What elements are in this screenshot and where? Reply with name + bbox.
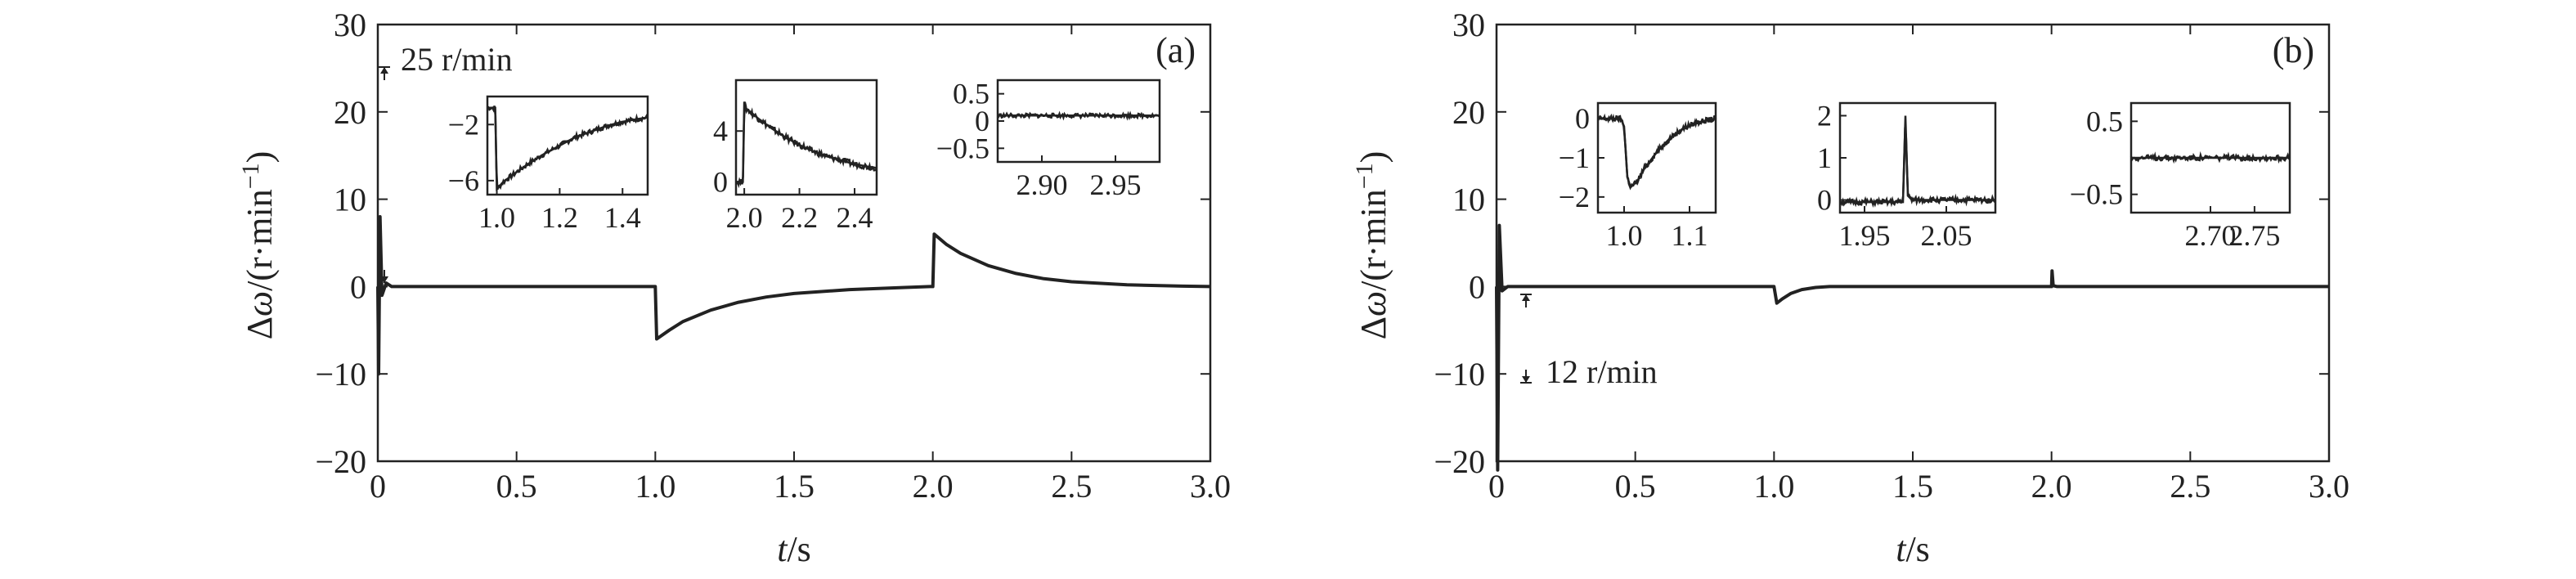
inset-series-outline <box>736 101 877 183</box>
inset-frame <box>996 79 1161 164</box>
x-tick-label: 2.0 <box>913 468 954 505</box>
x-tick-label: 2.5 <box>1051 468 1092 505</box>
annotation-text: 12 r/min <box>1546 353 1658 390</box>
inset-plot: 2.0 2.2 2.4 0 4 <box>713 79 878 234</box>
y-tick-label: 0 <box>350 268 366 305</box>
x-tick-label: 3.0 <box>2309 468 2349 505</box>
x-tick-label: 1.5 <box>1892 468 1933 505</box>
inset-y-tick-label: −1 <box>1559 141 1590 174</box>
inset-plot: 2.702.75 0.5 −0.5 <box>2070 101 2291 252</box>
annotation-arrowhead <box>380 67 388 74</box>
inset-x-tick-label: 2.4 <box>837 201 873 234</box>
y-tick-label: −20 <box>1434 443 1485 480</box>
series-line <box>376 215 1211 376</box>
inset-y-tick-label: 2 <box>1817 99 1832 132</box>
x-tick-label: 1.0 <box>635 468 675 505</box>
y-tick-label: 0 <box>1469 268 1485 305</box>
inset-series-outline <box>1598 117 1717 190</box>
x-tick-label: 1.0 <box>1753 468 1794 505</box>
inset-y-tick-label: 0.5 <box>2086 105 2123 137</box>
inset-x-tick-label: 2.2 <box>781 201 818 234</box>
y-axis-label: Δω/(r·min−1) <box>1351 151 1393 340</box>
panel-label: (a) <box>1156 30 1196 70</box>
inset-frame <box>1838 101 1997 214</box>
inset-series-outline <box>1840 115 1995 204</box>
x-axis-label: t/s <box>777 529 811 569</box>
y-tick-label: 30 <box>1452 7 1485 43</box>
chart-panel-b: 0 0.5 1.0 1.5 2.0 2.5 3.0−20−100102030t/sΔω/(r… <box>1351 7 2349 569</box>
inset-x-tick-label: 2.0 <box>726 201 763 234</box>
x-tick-label: 0 <box>370 468 386 505</box>
y-tick-label: 10 <box>1452 182 1485 218</box>
series-line <box>1495 223 2329 472</box>
x-axis-label: t/s <box>1896 529 1930 569</box>
annotation-text: 25 r/min <box>401 41 513 78</box>
x-tick-label: 0.5 <box>1615 468 1656 505</box>
x-tick-label: 3.0 <box>1190 468 1231 505</box>
x-tick-label: 0 <box>1488 468 1505 505</box>
y-tick-label: 30 <box>334 7 366 43</box>
inset-frame <box>734 79 878 196</box>
y-axis-label: Δω/(r·min−1) <box>237 151 280 340</box>
inset-y-tick-label: 0 <box>1817 184 1832 217</box>
x-tick-label: 2.0 <box>2031 468 2072 505</box>
x-tick-label: 1.5 <box>774 468 815 505</box>
y-tick-label: 10 <box>334 182 366 218</box>
annotation-arrowhead <box>1522 376 1530 383</box>
inset-x-tick-label: 2.75 <box>2228 219 2280 252</box>
annotation-arrowhead <box>380 276 388 283</box>
inset-y-tick-label: 0 <box>975 105 990 137</box>
inset-frame <box>486 95 649 196</box>
inset-y-tick-label: −6 <box>448 164 479 197</box>
inset-plot: 1.0 1.1 0 −1 −2 <box>1559 101 1717 252</box>
inset-series-outline <box>487 106 648 191</box>
inset-y-tick-label: −2 <box>448 108 479 141</box>
x-tick-label: 2.5 <box>2170 468 2210 505</box>
annotation-arrowhead <box>1522 294 1530 301</box>
inset-x-tick-label: 2.95 <box>1090 168 1142 201</box>
inset-y-tick-label: 1 <box>1817 141 1832 174</box>
y-tick-label: −20 <box>315 443 366 480</box>
panel-label: (b) <box>2273 30 2314 70</box>
y-tick-label: 20 <box>334 94 366 131</box>
inset-x-tick-label: 2.70 <box>2185 219 2237 252</box>
inset-y-tick-label: −0.5 <box>936 132 990 164</box>
inset-x-tick-label: 2.05 <box>1921 219 1972 252</box>
inset-y-tick-label: −0.5 <box>2070 178 2123 211</box>
y-tick-label: −10 <box>315 356 366 393</box>
inset-y-tick-label: −2 <box>1559 181 1590 213</box>
inset-y-tick-label: 4 <box>713 114 728 147</box>
inset-y-tick-label: 0 <box>1575 102 1590 135</box>
inset-x-tick-label: 1.2 <box>541 201 578 234</box>
inset-y-tick-label: 0.5 <box>953 78 990 110</box>
chart-panel-a: 0 0.5 1.0 1.5 2.0 2.5 3.0−20−100102030t/sΔω/(r… <box>237 7 1231 569</box>
y-tick-label: −10 <box>1434 356 1485 393</box>
inset-x-tick-label: 2.90 <box>1016 168 1068 201</box>
x-tick-label: 0.5 <box>496 468 537 505</box>
y-tick-label: 20 <box>1452 94 1485 131</box>
inset-x-tick-label: 1.0 <box>1606 219 1643 252</box>
inset-plot: 2.90 2.95 0.50−0.5 <box>936 78 1161 201</box>
inset-y-tick-label: 0 <box>713 165 728 198</box>
inset-x-tick-label: 1.1 <box>1672 219 1708 252</box>
inset-x-tick-label: 1.95 <box>1839 219 1891 252</box>
inset-x-tick-label: 1.0 <box>478 201 515 234</box>
inset-x-tick-label: 1.4 <box>604 201 641 234</box>
inset-plot: 1.95 2.05 2 1 0 <box>1817 99 1997 252</box>
inset-plot: 1.0 1.2 1.4 −6 −2 <box>448 95 649 234</box>
